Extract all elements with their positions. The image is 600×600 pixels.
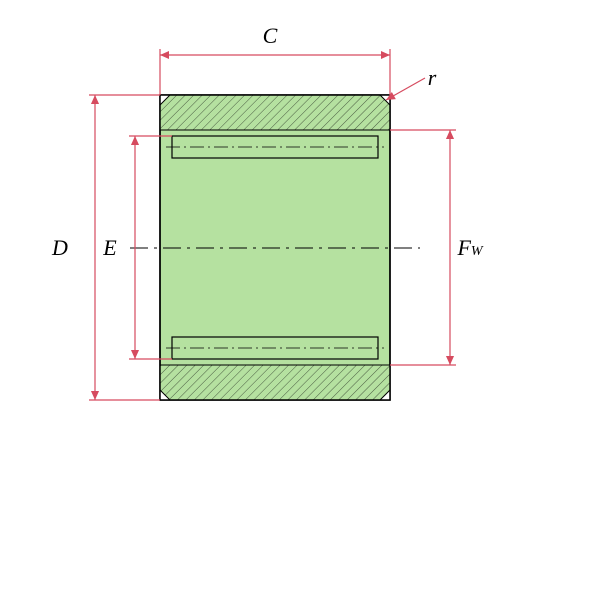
- label-Fw: FW: [457, 235, 482, 261]
- label-D: D: [52, 235, 68, 261]
- label-C: C: [263, 23, 278, 49]
- label-E: E: [103, 235, 116, 261]
- hatch-band: [160, 365, 390, 400]
- label-r: r: [428, 65, 437, 91]
- hatch-band: [160, 95, 390, 130]
